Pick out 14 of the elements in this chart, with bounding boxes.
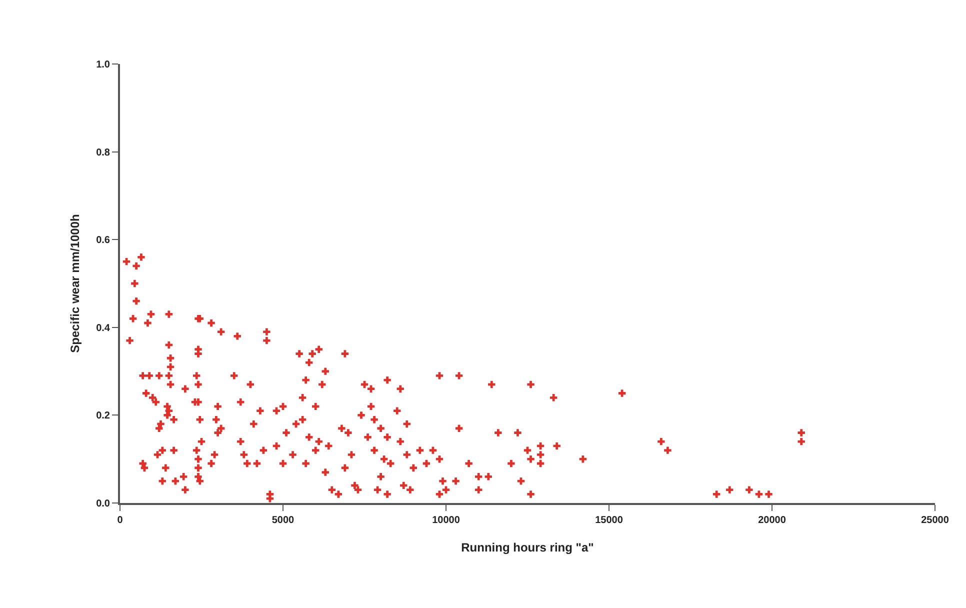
- x-tick-label: 10000: [432, 515, 460, 526]
- x-tick-label: 15000: [595, 515, 624, 526]
- y-tick-label: 0.8: [96, 147, 110, 158]
- x-tick-label: 0: [117, 515, 124, 526]
- y-axis-title: Specific wear mm/1000h: [68, 214, 82, 353]
- y-tick-label: 0.4: [96, 322, 110, 334]
- x-axis-title: Running hours ring "a": [461, 540, 594, 554]
- x-tick-label: 20000: [758, 515, 786, 526]
- y-tick-label: 0.6: [96, 235, 110, 246]
- y-tick-label: 0.2: [96, 410, 110, 422]
- y-tick-label: 1.0: [96, 60, 110, 70]
- y-tick-label: 0.0: [96, 498, 110, 510]
- x-tick-label: 5000: [272, 515, 295, 526]
- x-tick-label: 25000: [921, 515, 950, 526]
